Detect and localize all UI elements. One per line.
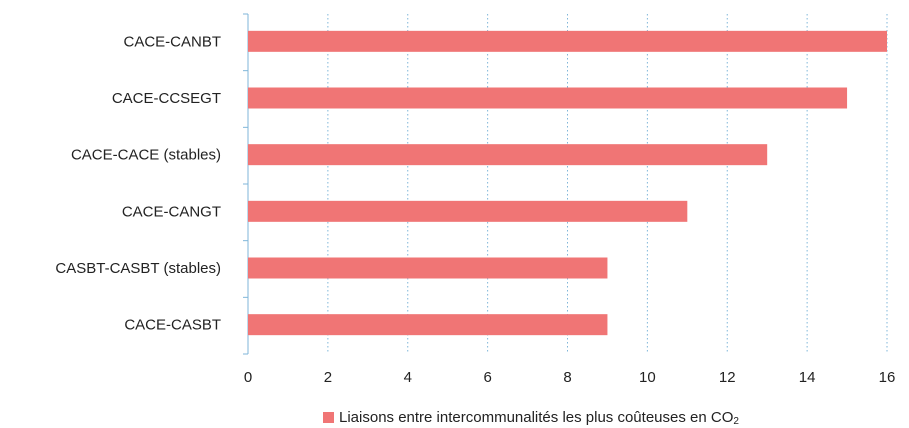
x-tick-label: 8 [563, 369, 571, 386]
bar [248, 200, 688, 222]
x-tick-label: 4 [404, 369, 412, 386]
bar [248, 314, 608, 336]
x-tick-label: 12 [719, 369, 736, 386]
x-tick-labels: 0 2 4 6 8 10 12 14 16 [244, 369, 896, 386]
x-tick-label: 6 [483, 369, 491, 386]
category-label: CACE-CACE (stables) [71, 147, 221, 164]
x-tick-label: 14 [799, 369, 816, 386]
legend-label: Liaisons entre intercommunalités les plu… [339, 409, 734, 426]
bar [248, 87, 848, 109]
category-label: CASBT-CASBT (stables) [55, 260, 221, 277]
legend-label-subscript: 2 [733, 416, 739, 427]
bar [248, 257, 608, 279]
legend: Liaisons entre intercommunalités les plu… [323, 409, 739, 427]
category-labels: CACE-CANBT CACE-CCSEGT CACE-CACE (stables)… [55, 33, 221, 333]
x-tick-label: 16 [879, 369, 896, 386]
category-label: CACE-CCSEGT [112, 90, 221, 107]
axes [243, 13, 249, 355]
x-tick-label: 0 [244, 369, 252, 386]
gridlines [327, 14, 888, 354]
category-label: CACE-CANGT [122, 203, 221, 220]
bar [248, 144, 768, 166]
category-label: CACE-CANBT [123, 33, 221, 50]
x-tick-label: 10 [639, 369, 656, 386]
bars [248, 30, 887, 336]
legend-swatch [323, 412, 334, 423]
bar [248, 30, 887, 52]
x-tick-label: 2 [324, 369, 332, 386]
category-label: CACE-CASBT [124, 317, 221, 334]
